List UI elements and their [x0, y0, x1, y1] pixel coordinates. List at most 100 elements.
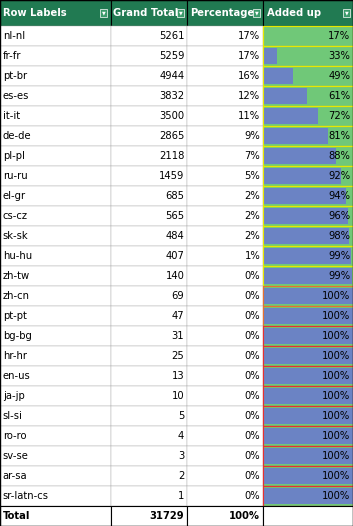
Bar	[263, 306, 353, 326]
Bar	[111, 226, 187, 246]
Bar	[263, 428, 353, 444]
Text: 1459: 1459	[159, 171, 184, 181]
Text: 16%: 16%	[238, 71, 260, 81]
Text: 100%: 100%	[322, 491, 350, 501]
Text: pl-pl: pl-pl	[3, 151, 25, 161]
Bar	[0, 326, 111, 346]
Bar	[263, 366, 353, 386]
Bar	[263, 188, 346, 204]
Bar	[187, 186, 263, 206]
Bar	[0, 166, 111, 186]
Text: 100%: 100%	[322, 311, 350, 321]
Text: 3: 3	[178, 451, 184, 461]
Bar	[263, 308, 353, 324]
Text: 0%: 0%	[245, 431, 260, 441]
Text: 0%: 0%	[245, 271, 260, 281]
Bar	[263, 506, 353, 526]
Bar	[111, 506, 187, 526]
Bar	[263, 266, 353, 286]
Bar	[263, 46, 353, 66]
Text: zh-cn: zh-cn	[3, 291, 30, 301]
Text: 5: 5	[178, 411, 184, 421]
Bar	[0, 286, 111, 306]
Bar	[111, 366, 187, 386]
Bar	[263, 306, 353, 326]
Bar	[263, 448, 353, 464]
Bar	[187, 146, 263, 166]
Bar	[263, 0, 353, 26]
Bar	[111, 266, 187, 286]
Bar	[263, 368, 353, 384]
Bar	[263, 146, 353, 166]
Text: 100%: 100%	[322, 351, 350, 361]
Bar	[187, 286, 263, 306]
Bar	[263, 426, 353, 446]
Bar	[0, 346, 111, 366]
Bar	[263, 426, 353, 446]
Text: Row Labels: Row Labels	[3, 8, 66, 18]
Bar	[263, 46, 353, 66]
Bar	[111, 146, 187, 166]
Text: sl-si: sl-si	[3, 411, 23, 421]
Text: 2%: 2%	[244, 191, 260, 201]
Text: Added up: Added up	[267, 8, 321, 18]
Text: 7%: 7%	[244, 151, 260, 161]
Text: 17%: 17%	[328, 31, 350, 41]
Text: 2865: 2865	[159, 131, 184, 141]
Bar	[111, 166, 187, 186]
Text: 33%: 33%	[328, 51, 350, 61]
Bar	[111, 26, 187, 46]
Bar	[111, 466, 187, 486]
Bar	[111, 206, 187, 226]
Text: 88%: 88%	[328, 151, 350, 161]
Text: 4: 4	[178, 431, 184, 441]
Bar	[263, 148, 336, 164]
Bar	[263, 106, 353, 126]
Bar	[263, 366, 353, 386]
Bar	[111, 126, 187, 146]
Text: 31729: 31729	[150, 511, 184, 521]
Text: 100%: 100%	[322, 451, 350, 461]
Bar	[187, 266, 263, 286]
Bar	[111, 246, 187, 266]
Text: sv-se: sv-se	[3, 451, 29, 461]
Text: Percentage: Percentage	[190, 8, 254, 18]
Text: 5%: 5%	[244, 171, 260, 181]
Bar	[263, 406, 353, 426]
Text: 407: 407	[166, 251, 184, 261]
Bar	[111, 446, 187, 466]
Bar	[263, 128, 328, 144]
Bar	[187, 306, 263, 326]
Bar	[263, 246, 353, 266]
Bar	[0, 366, 111, 386]
Text: ru-ru: ru-ru	[3, 171, 28, 181]
Bar	[187, 466, 263, 486]
Text: 49%: 49%	[328, 71, 350, 81]
Bar	[0, 106, 111, 126]
Bar	[0, 426, 111, 446]
Bar	[187, 26, 263, 46]
Bar	[187, 206, 263, 226]
Bar	[263, 286, 353, 306]
Text: 98%: 98%	[328, 231, 350, 241]
Bar	[263, 186, 353, 206]
Bar	[187, 126, 263, 146]
Bar	[263, 406, 353, 426]
Text: 17%: 17%	[238, 31, 260, 41]
Text: 5259: 5259	[159, 51, 184, 61]
Text: 2118: 2118	[159, 151, 184, 161]
Bar	[263, 166, 353, 186]
Bar	[263, 228, 349, 244]
Bar	[187, 366, 263, 386]
Text: 4944: 4944	[159, 71, 184, 81]
Bar	[0, 386, 111, 406]
Text: 3832: 3832	[159, 91, 184, 101]
Bar	[187, 66, 263, 86]
Bar	[263, 346, 353, 366]
Bar	[0, 186, 111, 206]
Text: 100%: 100%	[322, 391, 350, 401]
Bar	[263, 146, 353, 166]
Bar	[187, 326, 263, 346]
Bar	[111, 486, 187, 506]
Text: 3500: 3500	[159, 111, 184, 121]
